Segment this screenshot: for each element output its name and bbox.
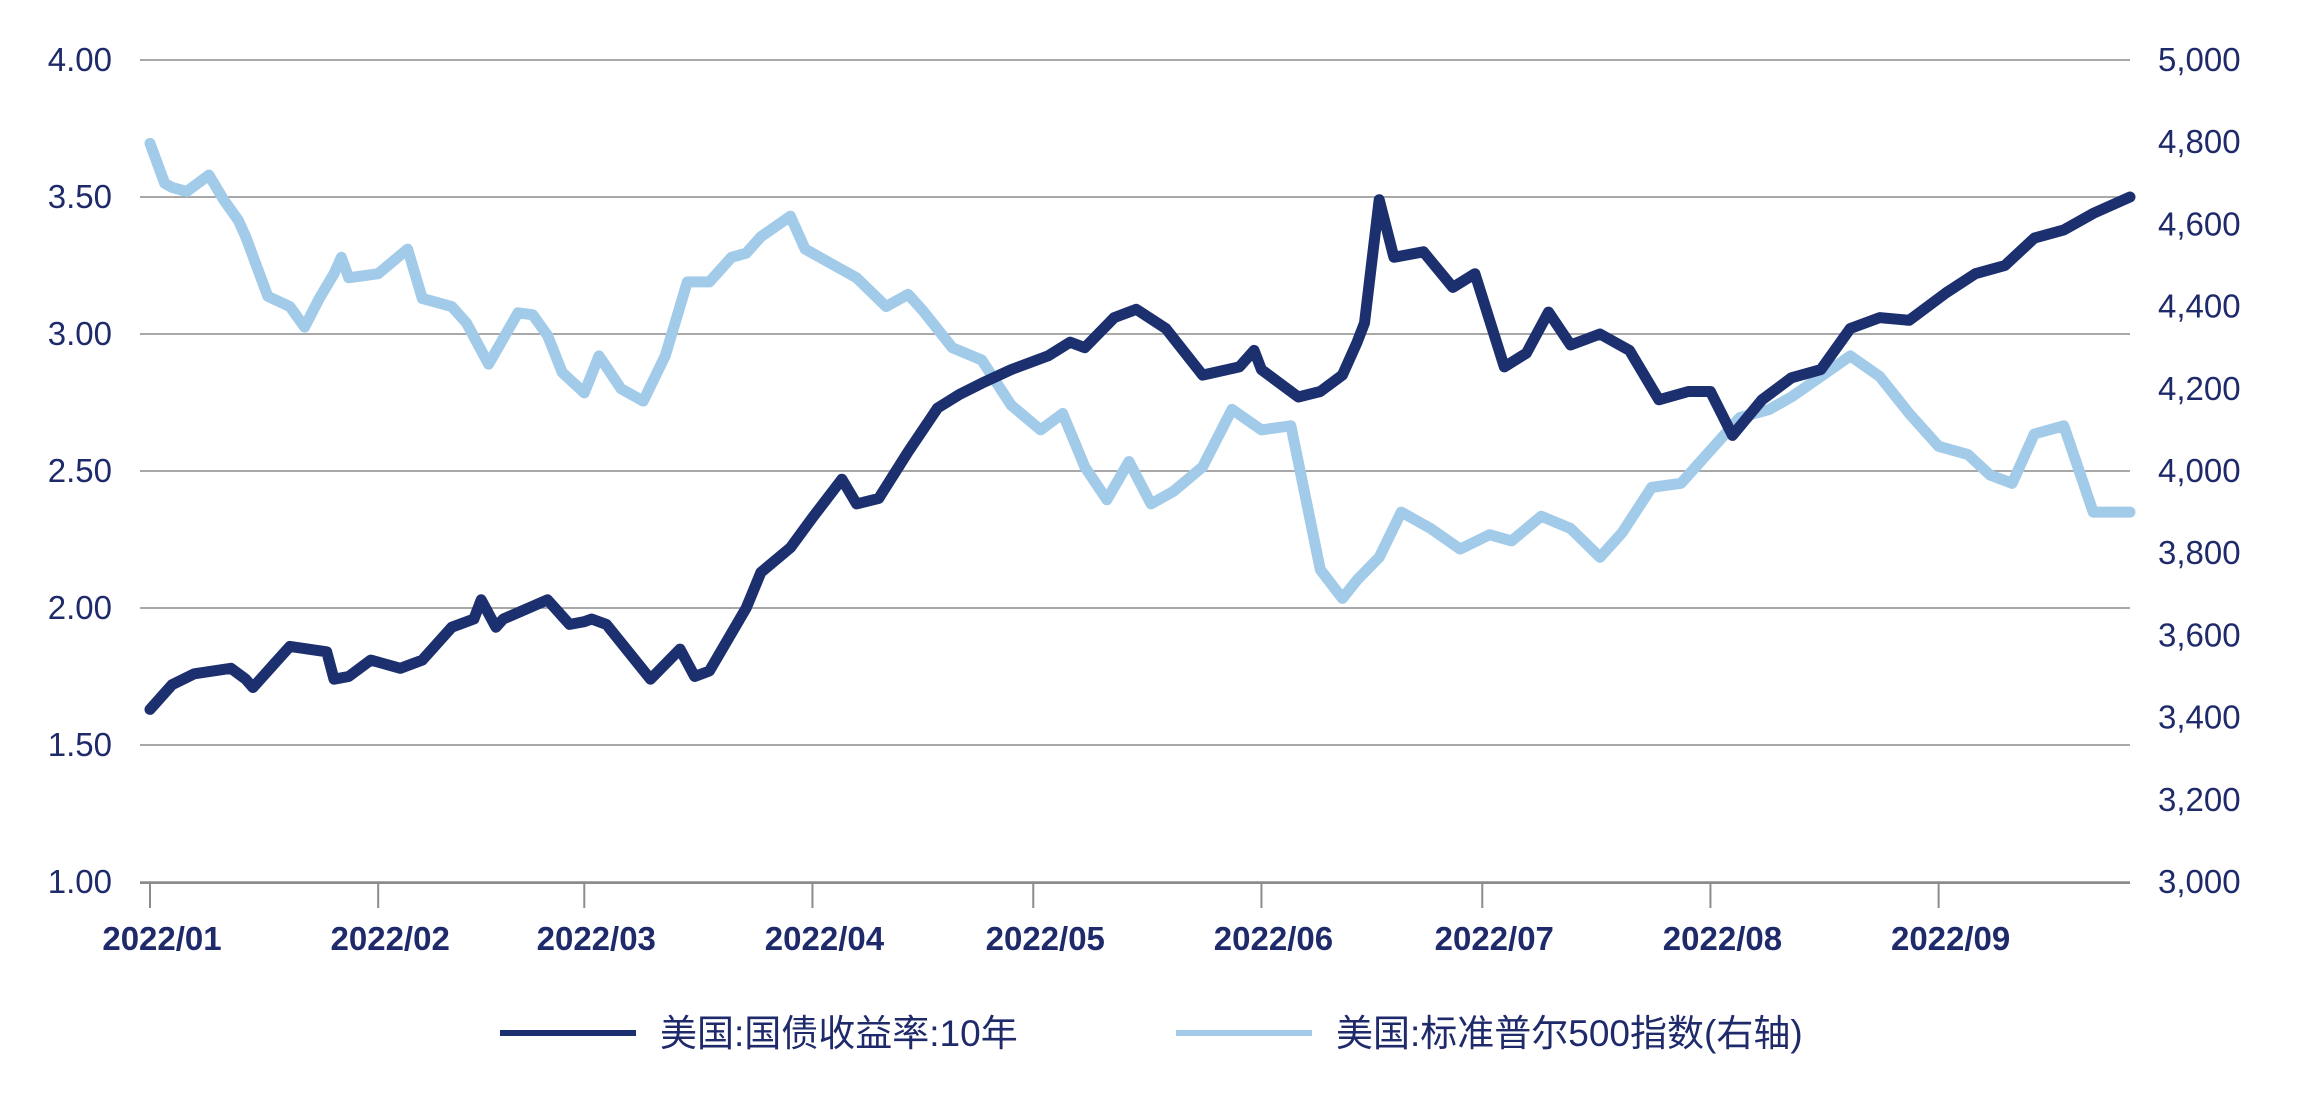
- x-tick-label: 2022/01: [102, 920, 221, 957]
- y-left-tick-label: 3.50: [48, 178, 112, 215]
- x-tick-label: 2022/02: [331, 920, 450, 957]
- series-lines: [144, 137, 2136, 715]
- x-tick-label: 2022/05: [986, 920, 1105, 957]
- legend-item-sp500: 美国:标准普尔500指数(右轴): [1176, 1013, 1803, 1054]
- y-right-tick-label: 3,800: [2158, 534, 2241, 571]
- y-left-tick-label: 1.00: [48, 863, 112, 900]
- y-left-tick-label: 4.00: [48, 41, 112, 78]
- y-right-tick-label: 3,200: [2158, 781, 2241, 818]
- legend: 美国:国债收益率:10年 美国:标准普尔500指数(右轴): [500, 1013, 1803, 1054]
- legend-item-treasury-yield: 美国:国债收益率:10年: [500, 1013, 1018, 1054]
- y-right-tick-label: 3,000: [2158, 863, 2241, 900]
- y-left-tick-label: 3.00: [48, 315, 112, 352]
- axes: 1.00 1.50 2.00 2.50 3.00 3.50 4.00 3,000 3,200 3,…: [48, 41, 2241, 957]
- y-right-tick-label: 4,600: [2158, 205, 2241, 242]
- y-right-tick-label: 4,000: [2158, 452, 2241, 489]
- series-line-sp500: [144, 137, 2136, 604]
- y-right-tick-label: 4,800: [2158, 123, 2241, 160]
- x-tick-label: 2022/06: [1214, 920, 1333, 957]
- y-right-tick-label: 3,600: [2158, 616, 2241, 653]
- x-tick-label: 2022/09: [1891, 920, 2010, 957]
- x-tick-label: 2022/03: [537, 920, 656, 957]
- y-left-tick-label: 2.00: [48, 589, 112, 626]
- y-right-tick-label: 3,400: [2158, 699, 2241, 736]
- legend-label-sp500: 美国:标准普尔500指数(右轴): [1336, 1013, 1803, 1054]
- legend-label-treasury-yield: 美国:国债收益率:10年: [660, 1013, 1018, 1054]
- y-right-tick-label: 4,400: [2158, 288, 2241, 325]
- y-left-tick-label: 1.50: [48, 726, 112, 763]
- x-tick-label: 2022/07: [1435, 920, 1554, 957]
- y-left-tick-label: 2.50: [48, 452, 112, 489]
- y-right-tick-label: 5,000: [2158, 41, 2241, 78]
- x-tick-label: 2022/08: [1663, 920, 1782, 957]
- series-line-treasury-yield: [144, 191, 2136, 715]
- x-tick-label: 2022/04: [765, 920, 885, 957]
- y-right-tick-label: 4,200: [2158, 370, 2241, 407]
